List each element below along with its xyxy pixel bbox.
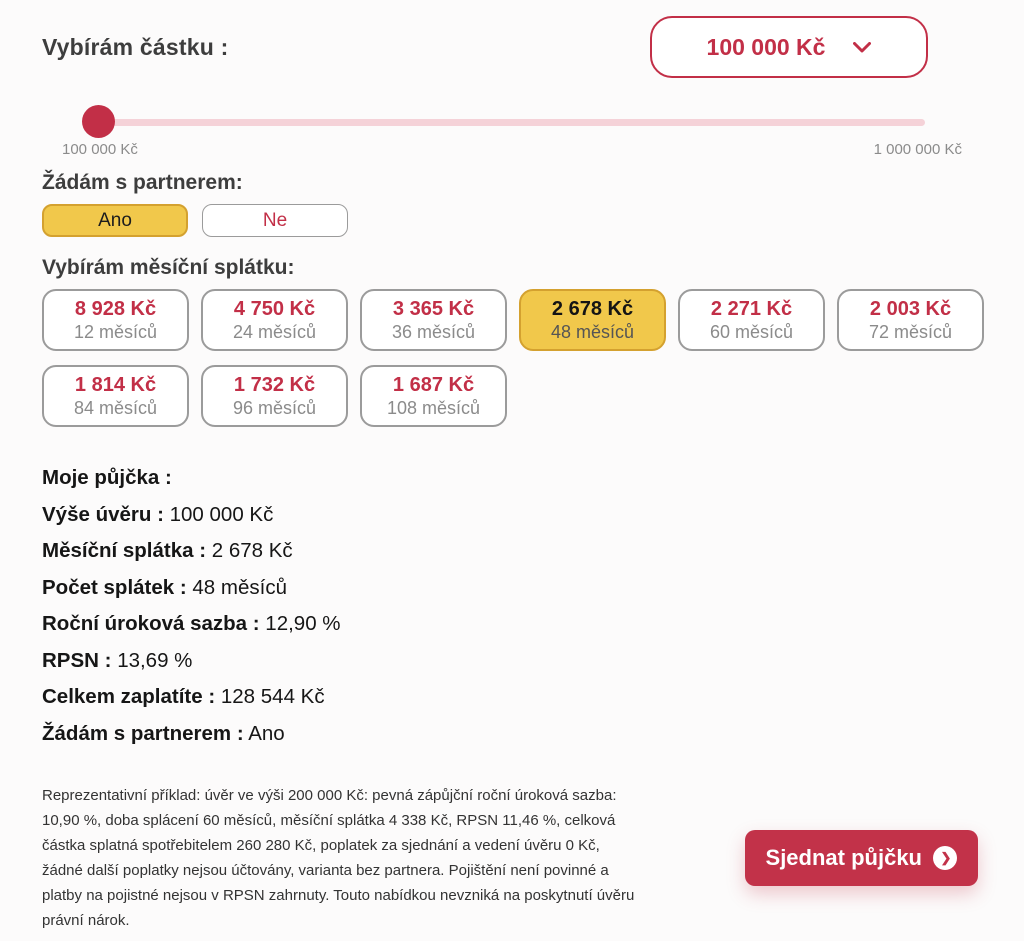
installment-amount: 8 928 Kč bbox=[74, 298, 157, 320]
summary-row-rpsn: RPSN : 13,69 % bbox=[42, 648, 193, 672]
installment-amount: 1 732 Kč bbox=[233, 374, 316, 396]
summary-row-installments-count: Počet splátek : 48 měsíců bbox=[42, 575, 287, 599]
representative-example-text: Reprezentativní příklad: úvěr ve výši 20… bbox=[42, 787, 635, 929]
summary-title: Moje půjčka : bbox=[42, 466, 172, 489]
arrange-loan-button-label: Sjednat půjčku bbox=[765, 845, 922, 870]
partner-label: Žádám s partnerem: bbox=[42, 171, 243, 194]
installment-option-48[interactable]: 2 678 Kč 48 měsíců bbox=[519, 289, 666, 351]
partner-toggle-group: Ano Ne bbox=[42, 204, 1024, 237]
installment-months: 24 měsíců bbox=[232, 322, 317, 342]
installment-amount: 1 687 Kč bbox=[392, 374, 475, 396]
summary-row-total: Celkem zaplatíte : 128 544 Kč bbox=[42, 685, 325, 708]
installment-option-12[interactable]: 8 928 Kč 12 měsíců bbox=[42, 289, 189, 351]
installment-option-24[interactable]: 4 750 Kč 24 měsíců bbox=[201, 289, 348, 351]
installment-option-36[interactable]: 3 365 Kč 36 měsíců bbox=[360, 289, 507, 351]
slider-min-label: 100 000 Kč bbox=[62, 141, 138, 158]
slider-max-label: 1 000 000 Kč bbox=[873, 141, 962, 158]
amount-selector-row: Vybírám částku : 100 000 Kč bbox=[42, 15, 1024, 79]
installment-amount: 1 814 Kč bbox=[74, 374, 157, 396]
installment-months: 36 měsíců bbox=[391, 322, 476, 342]
installment-option-108[interactable]: 1 687 Kč 108 měsíců bbox=[360, 365, 507, 427]
summary-row-loan-amount: Výše úvěru : 100 000 Kč bbox=[42, 502, 274, 526]
installment-months: 96 měsíců bbox=[232, 398, 317, 418]
installment-options: 8 928 Kč 12 měsíců 4 750 Kč 24 měsíců 3 … bbox=[42, 289, 986, 427]
amount-dropdown-value: 100 000 Kč bbox=[706, 33, 826, 60]
summary-row-monthly-payment: Měsíční splátka : 2 678 Kč bbox=[42, 539, 293, 562]
arrow-right-icon: ❯ bbox=[933, 846, 957, 870]
installment-amount: 4 750 Kč bbox=[233, 298, 316, 320]
summary-row-interest-rate: Roční úroková sazba : 12,90 % bbox=[42, 612, 341, 635]
amount-label: Vybírám částku : bbox=[42, 33, 229, 60]
installment-option-84[interactable]: 1 814 Kč 84 měsíců bbox=[42, 365, 189, 427]
installment-option-60[interactable]: 2 271 Kč 60 měsíců bbox=[678, 289, 825, 351]
amount-slider-handle[interactable] bbox=[82, 105, 115, 138]
installment-amount: 2 271 Kč bbox=[710, 298, 793, 320]
installment-months: 72 měsíců bbox=[868, 322, 953, 342]
installment-months: 60 měsíců bbox=[709, 322, 794, 342]
summary-row-partner: Žádám s partnerem : Ano bbox=[42, 721, 285, 745]
installment-option-96[interactable]: 1 732 Kč 96 měsíců bbox=[201, 365, 348, 427]
chevron-down-icon bbox=[853, 41, 872, 52]
loan-summary: Moje půjčka : Výše úvěru : 100 000 Kč Mě… bbox=[42, 460, 1024, 752]
amount-dropdown[interactable]: 100 000 Kč bbox=[650, 16, 928, 78]
bottom-row: Reprezentativní příklad: úvěr ve výši 20… bbox=[42, 783, 1024, 933]
partner-option-ne[interactable]: Ne bbox=[202, 204, 348, 237]
installment-amount: 3 365 Kč bbox=[392, 298, 475, 320]
partner-option-ano[interactable]: Ano bbox=[42, 204, 188, 237]
installment-months: 108 měsíců bbox=[386, 398, 481, 418]
installment-option-72[interactable]: 2 003 Kč 72 měsíců bbox=[837, 289, 984, 351]
installment-months: 84 měsíců bbox=[73, 398, 158, 418]
installment-amount: 2 003 Kč bbox=[869, 298, 952, 320]
installment-label: Vybírám měsíční splátku: bbox=[42, 256, 295, 279]
installment-months: 48 měsíců bbox=[550, 322, 635, 342]
installment-amount: 2 678 Kč bbox=[551, 298, 634, 320]
amount-slider-track[interactable] bbox=[97, 119, 925, 126]
installment-months: 12 měsíců bbox=[73, 322, 158, 342]
arrange-loan-button[interactable]: Sjednat půjčku ❯ bbox=[744, 830, 978, 886]
amount-slider bbox=[62, 105, 962, 139]
slider-labels: 100 000 Kč 1 000 000 Kč bbox=[62, 141, 962, 158]
